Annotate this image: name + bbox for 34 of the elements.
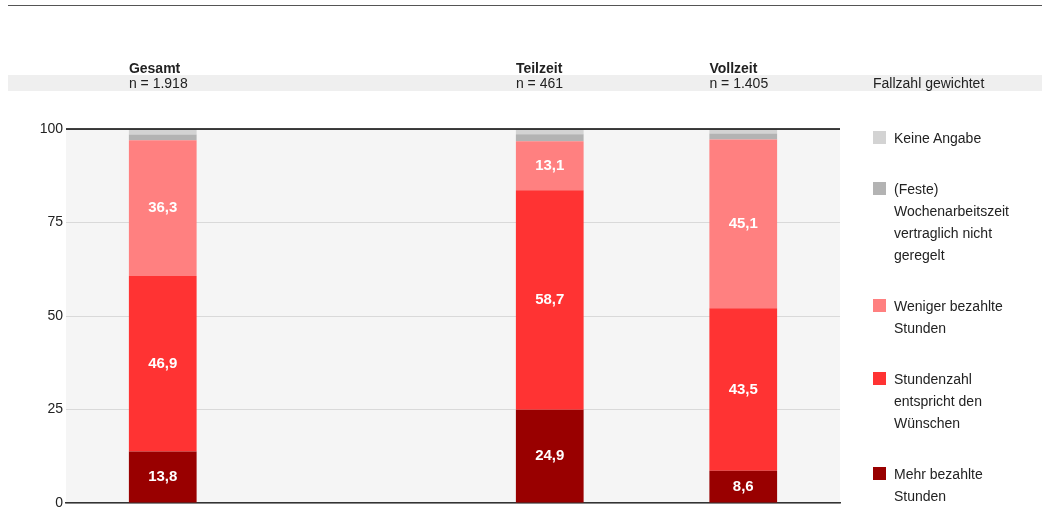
y-tick-label: 75 xyxy=(47,213,64,230)
y-tick-label: 100 xyxy=(39,119,64,136)
data-label: 13,1 xyxy=(535,155,565,173)
legend-label: Mehr bezahlte Stunden xyxy=(894,465,984,506)
y-tick-label: 0 xyxy=(55,493,64,510)
data-label: 36,3 xyxy=(148,198,178,216)
data-label: 8,6 xyxy=(732,476,754,494)
data-label: 43,5 xyxy=(728,379,758,397)
bar xyxy=(515,134,584,142)
bar xyxy=(128,275,197,452)
x-tick-label: Vollzeit n = 1.405 xyxy=(709,60,769,91)
legend-label: Keine Angabe xyxy=(894,129,982,148)
bar xyxy=(515,141,584,191)
data-label: 45,1 xyxy=(728,213,758,231)
bar xyxy=(709,308,778,471)
x-tick-label: Gesamt n = 1.918 xyxy=(128,60,188,91)
bar xyxy=(515,409,584,503)
bar xyxy=(515,190,584,410)
data-label: 58,7 xyxy=(535,290,565,308)
legend-label: Stundenzahl entspricht den Wünschen xyxy=(894,370,983,433)
bar xyxy=(128,451,197,503)
bar xyxy=(709,133,778,140)
data-label: 46,9 xyxy=(148,353,178,371)
legend-label: (Feste) Wochenarbeitszeit vertraglich nicht geregelt xyxy=(894,180,1010,265)
y-tick-label: 25 xyxy=(47,400,64,417)
bar xyxy=(709,139,778,309)
data-label: 13,8 xyxy=(148,467,178,485)
text: Fallzahl gewichtet xyxy=(873,75,985,91)
bar xyxy=(709,470,778,503)
x-tick-label: Teilzeit n = 461 xyxy=(515,60,564,91)
data-label: 24,9 xyxy=(535,446,565,464)
bar xyxy=(128,140,197,276)
legend-label: Weniger bezahlte Stunden xyxy=(894,297,1004,338)
y-tick-label: 50 xyxy=(47,306,64,323)
